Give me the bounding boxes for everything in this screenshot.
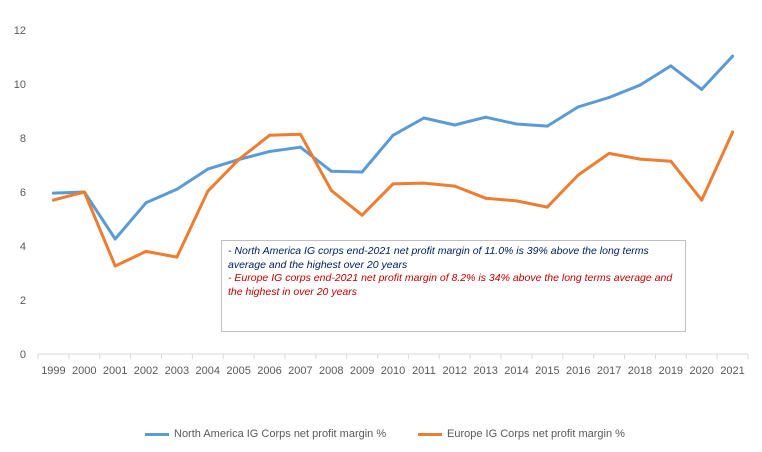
y-tick-label: 4 [20, 241, 26, 253]
data-point-europe [607, 151, 611, 155]
data-point-north-america [360, 170, 364, 174]
data-point-north-america [51, 191, 55, 195]
y-tick-label: 10 [14, 79, 26, 91]
data-point-north-america [422, 116, 426, 120]
data-point-north-america [638, 83, 642, 87]
data-point-north-america [268, 150, 272, 153]
data-point-europe [329, 188, 333, 192]
x-tick-label: 2007 [288, 365, 312, 377]
x-tick-label: 2006 [257, 365, 281, 377]
x-tick-label: 2015 [535, 365, 559, 377]
data-point-north-america [329, 169, 333, 173]
x-tick-label: 2013 [473, 365, 497, 377]
data-point-europe [514, 199, 518, 203]
y-tick-label: 12 [14, 25, 26, 37]
data-point-europe [731, 130, 735, 134]
y-tick-label: 2 [20, 295, 26, 307]
data-point-europe [298, 132, 302, 136]
data-point-north-america [576, 105, 580, 109]
y-tick-label: 0 [20, 349, 26, 361]
data-point-north-america [206, 167, 210, 171]
data-point-north-america [731, 54, 735, 58]
data-point-europe [360, 213, 364, 217]
x-tick-label: 2019 [659, 365, 683, 377]
x-tick-label: 2002 [134, 365, 158, 377]
x-tick-label: 2011 [412, 365, 436, 377]
data-point-north-america [700, 87, 704, 91]
data-point-europe [268, 133, 272, 137]
x-tick-label: 2021 [720, 365, 744, 377]
data-point-north-america [144, 201, 148, 205]
x-tick-label: 2017 [597, 365, 621, 377]
data-point-europe [638, 157, 642, 161]
data-point-europe [51, 198, 55, 202]
data-point-north-america [453, 123, 457, 127]
legend-item-europe: Europe IG Corps net profit margin % [418, 428, 625, 440]
data-point-north-america [175, 187, 179, 191]
data-point-north-america [391, 133, 395, 137]
data-point-europe [484, 196, 488, 200]
x-tick-label: 2004 [196, 365, 220, 377]
data-point-north-america [607, 96, 611, 99]
data-point-north-america [514, 122, 518, 126]
legend-label-north-america: North America IG Corps net profit margin… [174, 428, 387, 440]
legend-swatch-europe [418, 432, 442, 436]
data-point-europe [453, 184, 457, 188]
data-point-europe [545, 205, 549, 209]
x-tick-label: 2009 [350, 365, 374, 377]
data-point-europe [237, 158, 241, 162]
data-point-north-america [113, 237, 117, 241]
x-tick-label: 2000 [72, 365, 96, 377]
x-tick-label: 2012 [442, 365, 466, 377]
x-tick-label: 2008 [319, 365, 343, 377]
x-tick-label: 2005 [226, 365, 250, 377]
legend-label-europe: Europe IG Corps net profit margin % [447, 428, 625, 440]
legend-swatch-north-america [145, 432, 169, 436]
data-point-europe [576, 173, 580, 177]
y-tick-label: 6 [20, 187, 26, 199]
data-point-europe [391, 182, 395, 186]
data-point-europe [82, 190, 86, 194]
series-line-north-america [51, 54, 735, 241]
x-tick-label: 2014 [504, 365, 528, 377]
legend-item-north-america: North America IG Corps net profit margin… [145, 428, 386, 440]
annotation-europe: - Europe IG corps end-2021 net profit ma… [228, 272, 673, 298]
data-point-europe [175, 255, 179, 259]
x-tick-label: 1999 [41, 365, 65, 377]
x-tick-label: 2003 [165, 365, 189, 377]
data-point-north-america [669, 64, 673, 68]
data-point-north-america [545, 124, 549, 128]
y-tick-label: 8 [20, 133, 26, 145]
data-point-europe [113, 264, 117, 268]
x-tick-label: 2016 [566, 365, 590, 377]
data-point-north-america [484, 115, 488, 119]
data-point-europe [206, 189, 210, 193]
data-point-north-america [298, 145, 302, 149]
x-tick-label: 2001 [103, 365, 127, 377]
data-point-europe [144, 249, 148, 253]
x-tick-label: 2018 [628, 365, 652, 377]
x-tick-label: 2010 [381, 365, 405, 377]
annotation-north-america: - North America IG corps end-2021 net pr… [228, 245, 649, 271]
annotation-box: - North America IG corps end-2021 net pr… [221, 240, 686, 332]
data-point-europe [422, 181, 426, 185]
x-tick-label: 2020 [689, 365, 713, 377]
data-point-europe [669, 159, 673, 163]
data-point-europe [700, 198, 704, 202]
